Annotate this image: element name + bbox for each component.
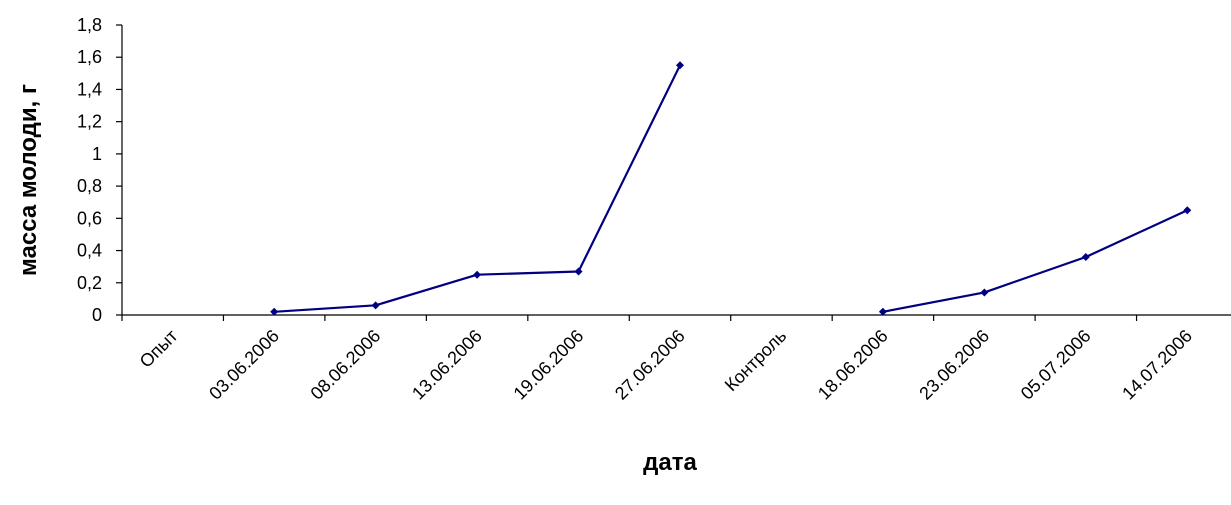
data-point <box>574 267 583 276</box>
y-tick-label: 0 <box>92 305 102 325</box>
x-tick-label: 27.06.2006 <box>611 326 689 404</box>
y-tick-label: 0,4 <box>77 241 102 261</box>
data-point <box>473 270 482 279</box>
y-tick-label: 1,4 <box>77 79 102 99</box>
y-axis-title: масса молоди, г <box>15 84 42 276</box>
y-tick-label: 0,2 <box>77 273 102 293</box>
x-tick-label: 18.06.2006 <box>814 326 892 404</box>
x-axis-title: дата <box>643 449 697 476</box>
x-tick-label: 03.06.2006 <box>205 326 283 404</box>
y-tick-label: 0,6 <box>77 208 102 228</box>
x-tick-label: Опыт <box>136 326 182 372</box>
x-axis-ticks: Опыт 03.06.2006 08.06.2006 13.06.2006 19.06.… <box>121 315 1196 404</box>
y-tick-label: 1,6 <box>77 47 102 67</box>
x-tick-label: Контроль <box>721 326 790 395</box>
x-tick-label: 14.07.2006 <box>1118 326 1196 404</box>
x-tick-label: 23.06.2006 <box>915 326 993 404</box>
data-point <box>980 288 989 297</box>
x-tick-label: 05.07.2006 <box>1017 326 1095 404</box>
series-line <box>882 209 1188 313</box>
y-tick-label: 1,8 <box>77 15 102 35</box>
x-tick-label: 08.06.2006 <box>307 326 385 404</box>
y-tick-label: 0,8 <box>77 176 102 196</box>
y-axis-ticks: 0 0,2 0,4 0,6 0,8 1 1,2 1,4 1,6 1,8 <box>77 15 122 325</box>
data-point <box>1183 206 1192 215</box>
data-series <box>270 61 1192 316</box>
x-tick-label: 13.06.2006 <box>408 326 486 404</box>
axes <box>121 25 1231 316</box>
y-tick-label: 1 <box>92 144 102 164</box>
data-point <box>676 61 684 70</box>
x-tick-label: 19.06.2006 <box>510 326 588 404</box>
y-tick-label: 1,2 <box>77 112 102 132</box>
data-point <box>878 307 887 316</box>
data-point <box>1081 253 1090 261</box>
data-point <box>371 301 380 310</box>
data-point <box>270 307 279 316</box>
